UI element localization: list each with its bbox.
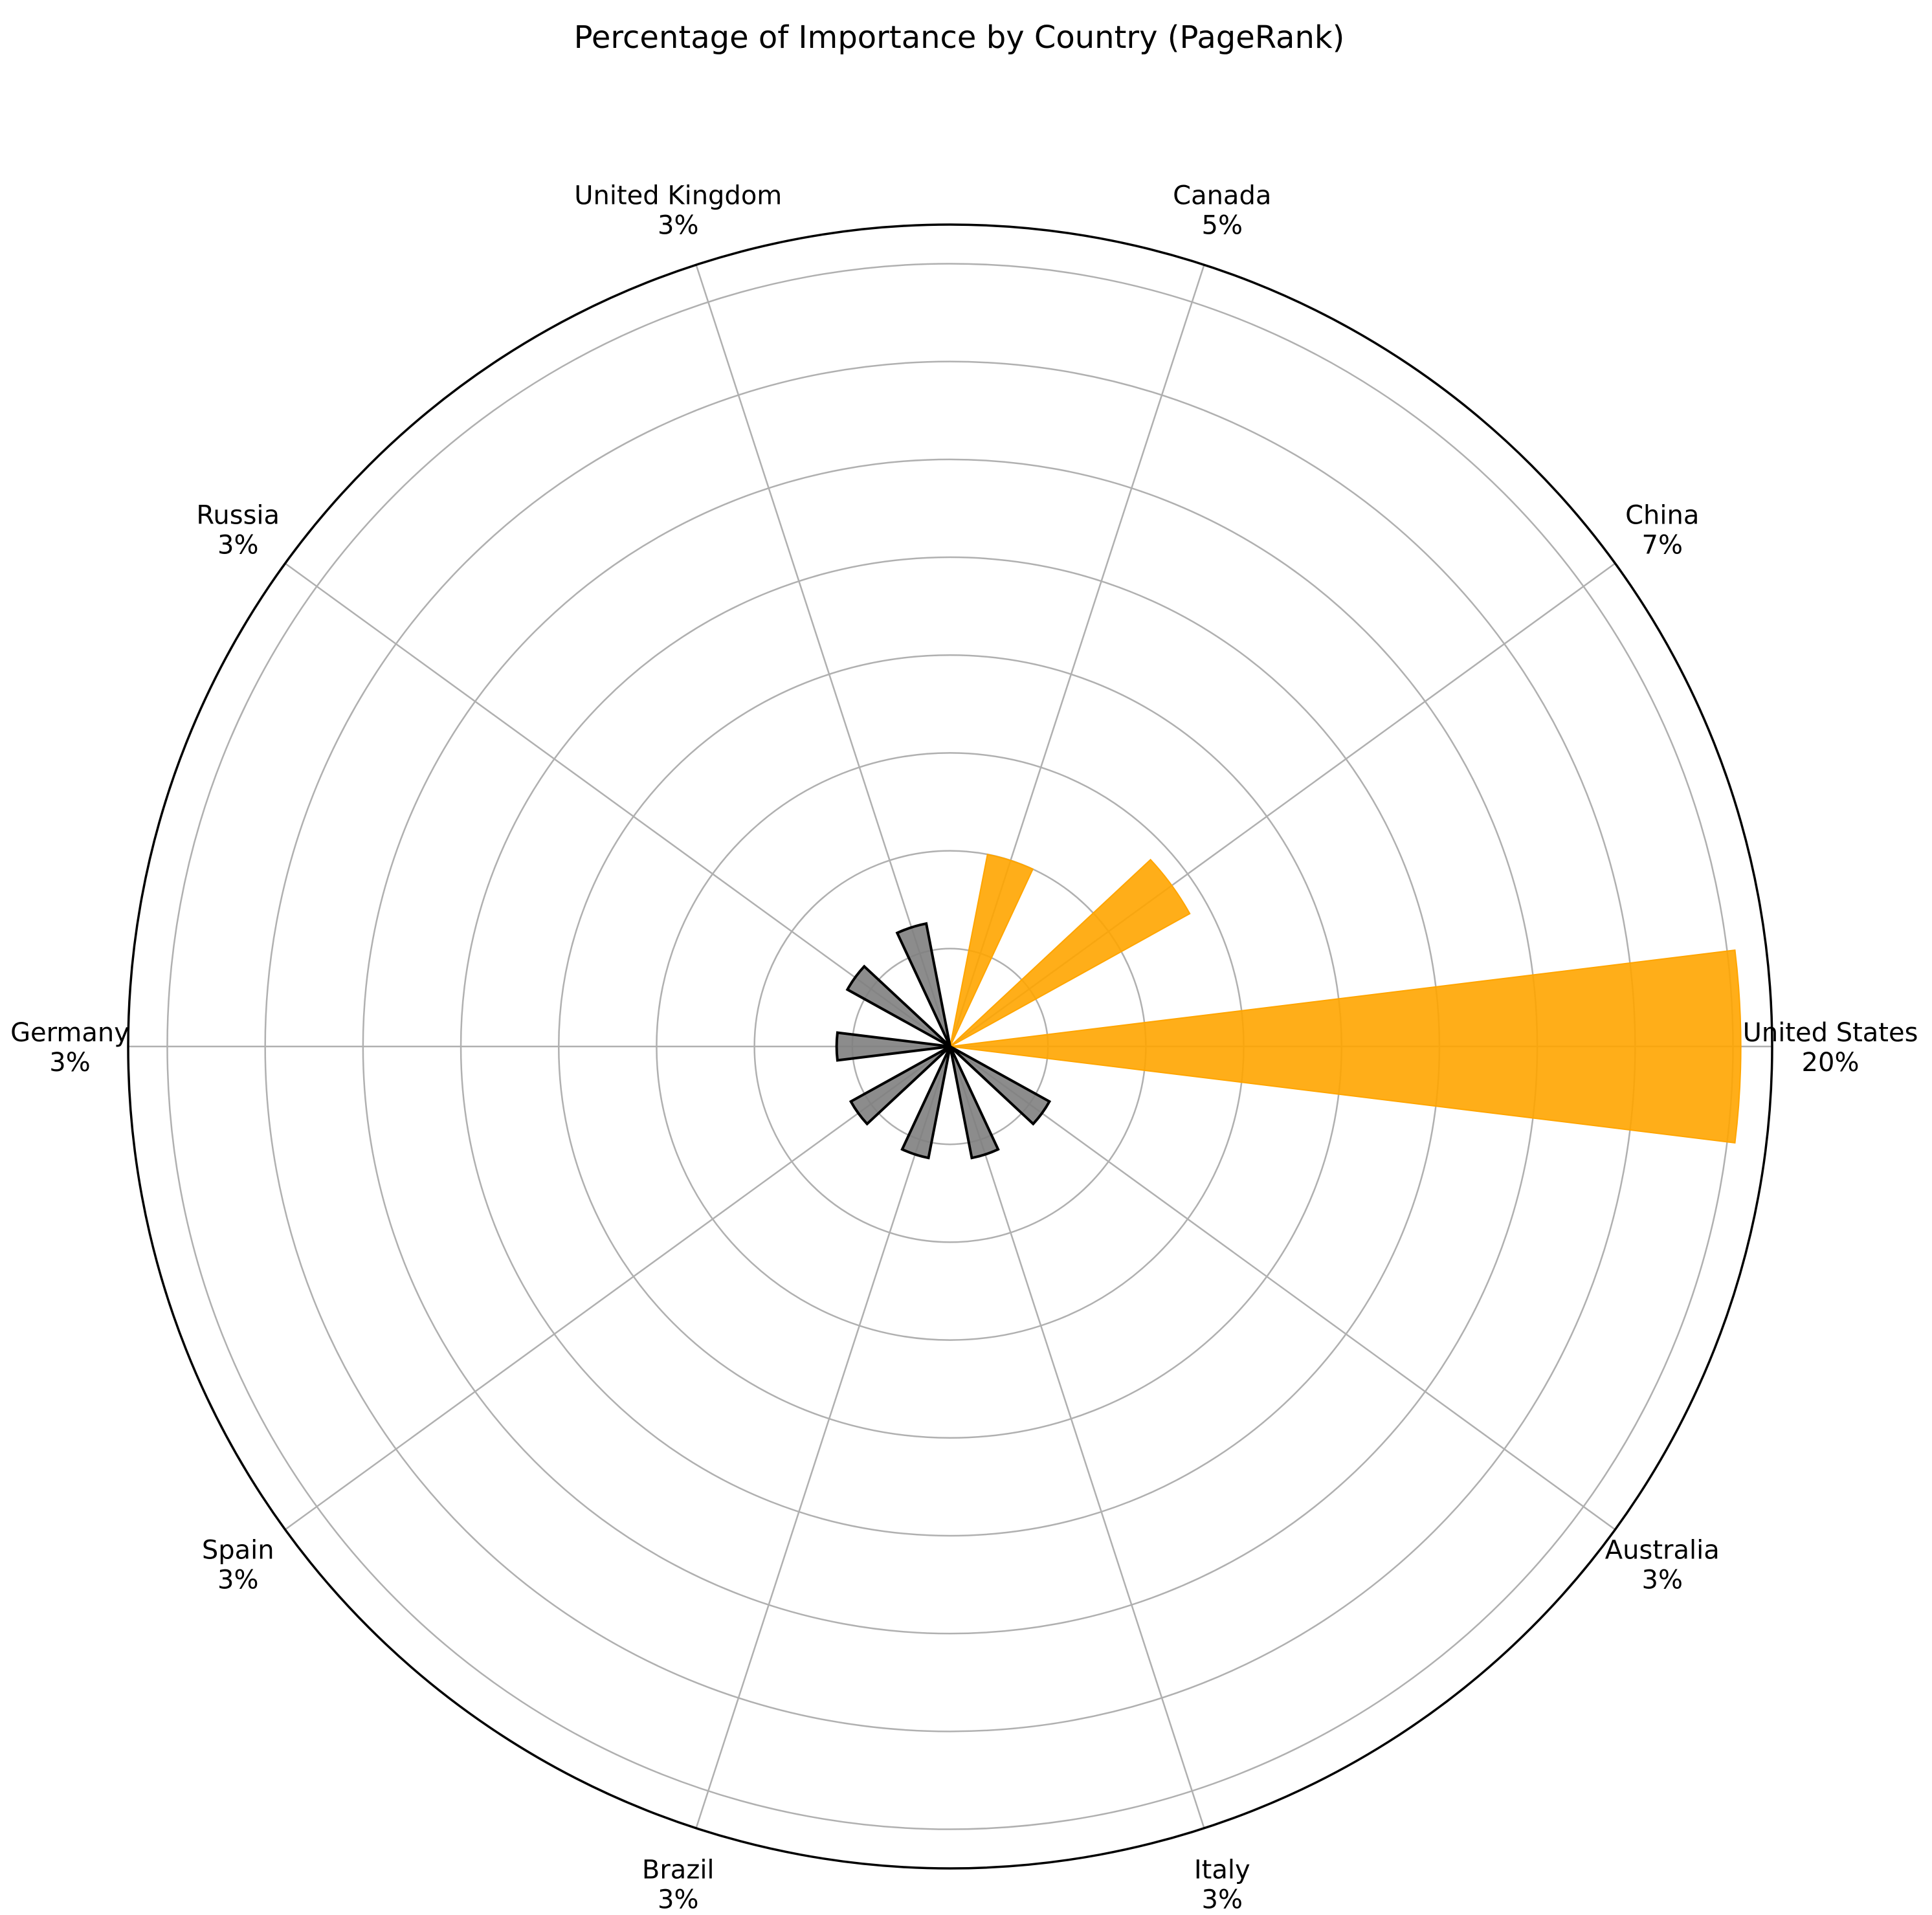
category-name: Germany: [10, 1018, 129, 1048]
label-united-kingdom: United Kingdom 3%: [574, 181, 782, 241]
category-value: 3%: [1202, 1885, 1243, 1912]
label-australia: Australia 3%: [1605, 1535, 1720, 1595]
label-canada: Canada 5%: [1173, 181, 1271, 241]
category-value: 5%: [1202, 211, 1243, 241]
chart-title: Percentage of Importance by Country (Pag…: [574, 19, 1345, 56]
grid-spoke-7: [284, 1045, 951, 1531]
category-value: 7%: [1642, 531, 1683, 560]
category-name: Brazil: [642, 1855, 715, 1885]
grid-spoke-4: [695, 264, 951, 1047]
category-value: 3%: [217, 531, 258, 560]
category-name: Australia: [1605, 1535, 1720, 1565]
category-name: Russia: [196, 501, 280, 531]
category-value: 3%: [658, 211, 698, 241]
bar-italy: [949, 1046, 1000, 1160]
category-labels: United States 20% China 7% Canada 5% United Ki…: [10, 181, 1918, 1915]
category-value: 3%: [1642, 1565, 1683, 1595]
bar-russia: [845, 964, 951, 1048]
label-russia: Russia 3%: [196, 501, 280, 560]
category-name: Canada: [1173, 181, 1271, 211]
label-italy: Italy 3%: [1194, 1855, 1250, 1912]
bar-china: [949, 858, 1191, 1047]
grid-spoke-8: [695, 1046, 951, 1829]
label-china: China 7%: [1625, 501, 1699, 560]
bar-spain: [849, 1045, 951, 1126]
category-name: Spain: [202, 1535, 274, 1565]
label-germany: Germany 3%: [10, 1018, 129, 1078]
category-name: Italy: [1194, 1855, 1250, 1885]
category-name: China: [1625, 501, 1699, 531]
bar-brazil: [900, 1046, 951, 1160]
bar-australia: [949, 1045, 1052, 1126]
label-brazil: Brazil 3%: [642, 1855, 715, 1912]
bars: [835, 853, 1742, 1160]
category-name: United States: [1743, 1018, 1918, 1048]
bar-canada: [949, 853, 1034, 1047]
grid-spoke-10: [949, 1045, 1616, 1531]
bar-united-states: [949, 949, 1742, 1144]
category-value: 3%: [658, 1885, 698, 1912]
bar-united-kingdom: [895, 922, 951, 1047]
label-united-states: United States 20%: [1743, 1018, 1918, 1078]
bar-germany: [835, 1031, 951, 1062]
category-name: United Kingdom: [574, 181, 782, 211]
outer-frame: [127, 223, 1773, 1870]
label-spain: Spain 3%: [202, 1535, 274, 1595]
category-value: 20%: [1802, 1048, 1860, 1078]
category-value: 3%: [49, 1048, 90, 1078]
grid-spoke-5: [284, 562, 951, 1048]
grid-spoke-9: [949, 1046, 1205, 1829]
polar-frame: [127, 223, 1773, 1870]
category-value: 3%: [217, 1565, 258, 1595]
